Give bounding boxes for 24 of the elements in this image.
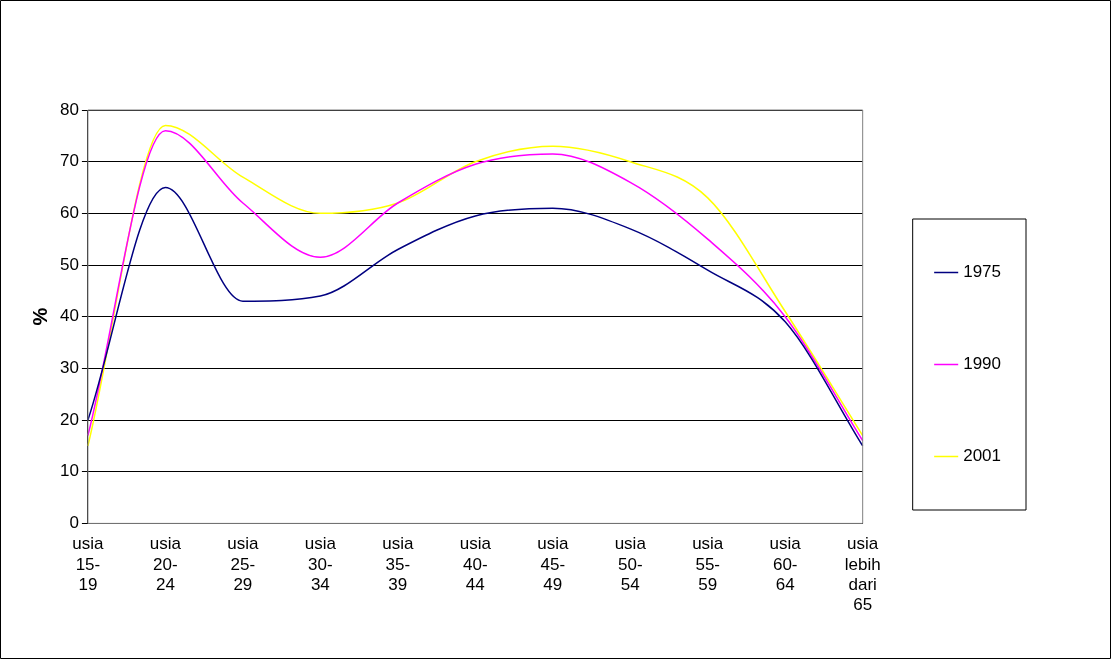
x-tick-label: usia 25-29 [227,534,259,595]
y-tick-label: 0 [69,513,79,533]
y-tick-label: 30 [59,358,79,378]
x-tick-label: usia 15-19 [72,534,105,595]
x-tick-label: usia 50-54 [614,534,647,595]
y-tick-label: 60 [59,203,79,223]
x-tick-label: usia 20-24 [149,534,182,595]
x-tick-label: usia 35-39 [382,534,414,595]
x-tick-label: usia 30-34 [304,534,337,595]
legend-label: 1975 [963,262,1002,282]
x-tick-label: usia 55-59 [692,534,724,595]
y-tick-label: 70 [59,151,79,171]
x-tick-label: usia 40-44 [459,534,492,595]
y-tick-label: 10 [59,461,79,481]
legend-label: 1990 [963,354,1002,374]
y-tick-label: 20 [59,409,79,429]
y-tick-label: 50 [59,254,79,274]
x-tick-label: usia 60-64 [769,534,802,595]
y-tick-label: 40 [59,306,79,326]
x-tick-label: usia 45-49 [537,534,569,595]
x-tick-label: usia lebih dari 65 [844,534,881,615]
legend-label: 2001 [963,446,1002,466]
y-tick-label: 80 [59,99,79,119]
y-axis-title: % [28,307,51,326]
